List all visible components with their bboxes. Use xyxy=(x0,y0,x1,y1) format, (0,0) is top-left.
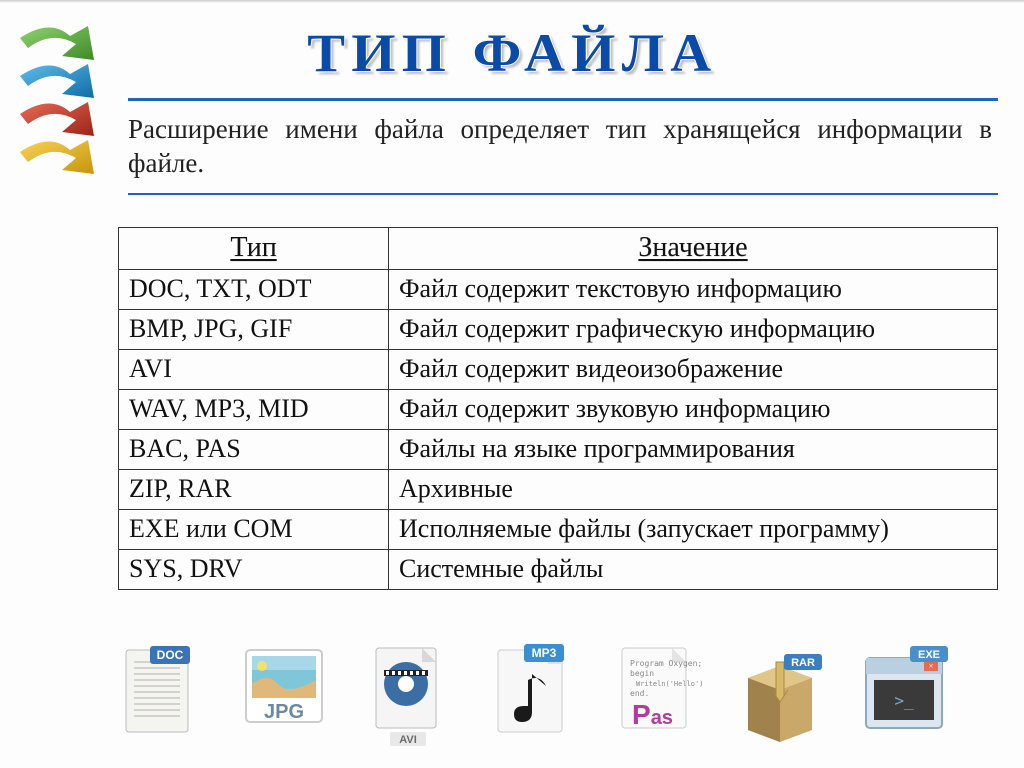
cell-meaning: Файлы на языке программирования xyxy=(389,429,998,469)
svg-text:begin: begin xyxy=(630,669,654,678)
rar-icon: RAR xyxy=(732,644,828,750)
pas-icon: Program Oxygen; begin Writeln('Hello'); … xyxy=(608,644,704,750)
jpg-icon: JPG xyxy=(236,644,332,750)
cell-type: ЕХЕ или COM xyxy=(119,509,389,549)
svg-text:end.: end. xyxy=(630,689,649,698)
cell-meaning: Файл содержит графическую информацию xyxy=(389,309,998,349)
cell-meaning: Файл содержит видеоизображение xyxy=(389,349,998,389)
cell-type: AVI xyxy=(119,349,389,389)
svg-text:EXE: EXE xyxy=(918,649,940,661)
cell-type: ZIP, RAR xyxy=(119,469,389,509)
svg-text:RAR: RAR xyxy=(791,657,815,669)
table-row: AVIФайл содержит видеоизображение xyxy=(119,349,998,389)
table-row: ZIP, RARАрхивные xyxy=(119,469,998,509)
page-title: ТИП ФАЙЛА xyxy=(307,22,717,84)
table-row: DOC, TXT, ODTФайл содержит текстовую инф… xyxy=(119,269,998,309)
svg-text:DOC: DOC xyxy=(157,648,184,662)
cell-type: BAC, PAS xyxy=(119,429,389,469)
table-row: BMP, JPG, GIFФайл содержит графическую и… xyxy=(119,309,998,349)
table-header-meaning: Значение xyxy=(389,227,998,269)
cell-type: DOC, TXT, ODT xyxy=(119,269,389,309)
cell-meaning: Архивные xyxy=(389,469,998,509)
cell-type: BMP, JPG, GIF xyxy=(119,309,389,349)
cell-meaning: Файл содержит текстовую информацию xyxy=(389,269,998,309)
cell-meaning: Исполняемые файлы (запускает программу) xyxy=(389,509,998,549)
accent-line-top xyxy=(128,98,998,101)
exe-icon: × >_ EXE xyxy=(856,644,952,750)
svg-text:>_: >_ xyxy=(894,691,914,710)
mp3-icon: MP3 xyxy=(484,644,580,750)
cell-type: WAV, MP3, MID xyxy=(119,389,389,429)
svg-text:Program Oxygen;: Program Oxygen; xyxy=(630,659,702,668)
avi-icon: AVI xyxy=(360,644,456,750)
table-row: BAC, PASФайлы на языке программирования xyxy=(119,429,998,469)
svg-text:JPG: JPG xyxy=(264,701,304,723)
table-header-type: Тип xyxy=(119,227,389,269)
svg-text:×: × xyxy=(928,661,933,671)
cell-meaning: Системные файлы xyxy=(389,549,998,589)
table-row: ЕХЕ или COMИсполняемые файлы (запускает … xyxy=(119,509,998,549)
spiral-arrow-graphic xyxy=(10,18,110,188)
doc-icon: DOC xyxy=(112,644,208,750)
table-row: WAV, MP3, MIDФайл содержит звуковую инфо… xyxy=(119,389,998,429)
svg-text:Writeln('Hello');: Writeln('Hello'); xyxy=(636,680,704,688)
file-types-table: Тип Значение DOC, TXT, ODTФайл содержит … xyxy=(118,227,998,590)
cell-type: SYS, DRV xyxy=(119,549,389,589)
file-icons-row: DOC JPG AVI MP3 Program Oxygen xyxy=(112,644,1000,750)
table-row: SYS, DRVСистемные файлы xyxy=(119,549,998,589)
subtitle-text: Расширение имени файла определяет тип хр… xyxy=(128,113,998,181)
cell-meaning: Файл содержит звуковую информацию xyxy=(389,389,998,429)
accent-line-bottom xyxy=(128,193,998,195)
svg-text:MP3: MP3 xyxy=(532,646,557,660)
svg-text:AVI: AVI xyxy=(399,734,417,746)
